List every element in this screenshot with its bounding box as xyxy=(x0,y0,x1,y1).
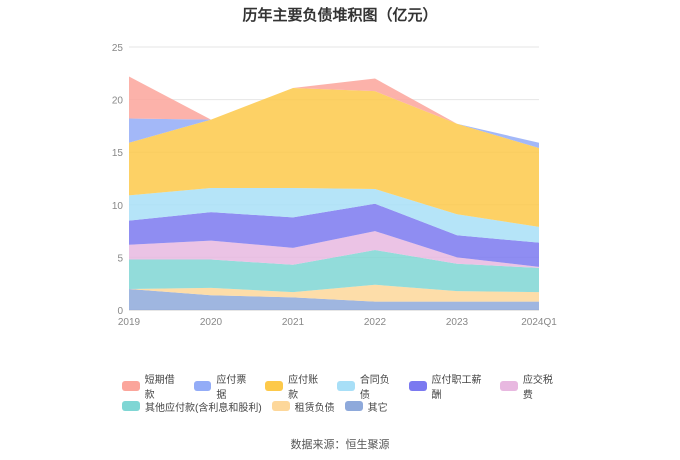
legend-swatch xyxy=(122,401,140,411)
area-series-group xyxy=(129,76,539,310)
legend-label: 短期借款 xyxy=(144,375,175,401)
stacked-area-chart: 0 5 10 15 20 25 2019 2020 2021 2022 2023 2024Q1 xyxy=(112,43,557,328)
area-series[interactable] xyxy=(129,250,539,293)
legend-label: 其他应付款(含利息和股利) xyxy=(145,402,262,414)
area-series[interactable] xyxy=(129,231,539,268)
legend-swatch xyxy=(500,381,518,391)
area-series[interactable] xyxy=(129,284,539,302)
y-tick-label: 5 xyxy=(117,253,123,264)
area-series[interactable] xyxy=(129,187,539,243)
y-tick-label: 10 xyxy=(112,201,124,212)
legend-item[interactable]: 其他应付款(含利息和股利) xyxy=(122,399,262,414)
legend-item[interactable]: 其它 xyxy=(344,399,388,414)
legend-row: 其他应付款(含利息和股利) 租赁负债 其它 xyxy=(122,396,572,416)
legend-swatch xyxy=(265,381,284,391)
y-tick-label: 20 xyxy=(112,96,124,107)
legend-label: 合同负债 xyxy=(359,375,390,401)
legend-swatch xyxy=(122,381,140,391)
y-tick-label: 15 xyxy=(112,148,124,159)
legend-swatch xyxy=(408,381,427,391)
legend-label: 应付职工薪酬 xyxy=(431,375,482,401)
x-tick-label: 2021 xyxy=(282,317,305,328)
legend-item[interactable]: 应付账款 xyxy=(265,371,327,401)
x-tick-label: 2022 xyxy=(364,317,387,328)
legend-item[interactable]: 应交税费 xyxy=(500,371,562,401)
area-series[interactable] xyxy=(129,288,539,310)
x-axis-tick-labels: 2019 2020 2021 2022 2023 2024Q1 xyxy=(118,317,557,328)
x-tick-label: 2019 xyxy=(118,317,141,328)
y-tick-label: 25 xyxy=(112,43,124,54)
legend-label: 其它 xyxy=(367,402,388,414)
legend-item[interactable]: 应付职工薪酬 xyxy=(408,371,490,401)
y-tick-label: 0 xyxy=(117,306,123,317)
chart-title: 历年主要负债堆积图（亿元） xyxy=(242,7,438,24)
legend-swatch xyxy=(271,401,290,411)
legend-label: 应付票据 xyxy=(216,375,247,401)
legend-label: 租赁负债 xyxy=(294,402,335,414)
legend-item[interactable]: 应付票据 xyxy=(193,371,256,401)
legend-item[interactable]: 合同负债 xyxy=(337,371,399,401)
area-series[interactable] xyxy=(129,88,539,227)
legend-swatch xyxy=(337,381,355,391)
legend-swatch xyxy=(344,401,363,411)
x-tick-label: 2023 xyxy=(446,317,469,328)
y-axis-tick-labels: 0 5 10 15 20 25 xyxy=(112,43,124,317)
x-tick-label: 2024Q1 xyxy=(521,317,557,328)
legend-item[interactable]: 租赁负债 xyxy=(271,399,335,414)
x-tick-label: 2020 xyxy=(200,317,223,328)
legend-swatch xyxy=(193,381,212,391)
area-series[interactable] xyxy=(129,203,539,267)
legend-item[interactable]: 短期借款 xyxy=(122,371,184,401)
legend-row: 短期借款 应付票据 应付账款 合同负债 应付职工薪酬 应交税费 xyxy=(122,375,572,401)
legend-label: 应付账款 xyxy=(288,375,319,401)
data-source-note: 数据来源：恒生聚源 xyxy=(290,439,390,451)
legend-label: 应交税费 xyxy=(522,375,553,401)
legend: 短期借款 应付票据 应付账款 合同负债 应付职工薪酬 应交税费 其他应付款(含利息和股利)… xyxy=(122,375,572,416)
